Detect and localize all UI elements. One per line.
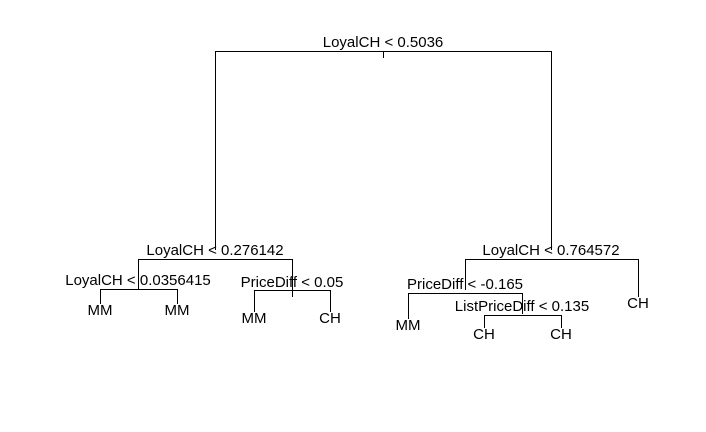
split-label-right: LoyalCH < 0.764572: [482, 242, 619, 259]
split-right-left-right: [484, 315, 562, 328]
leaf-label: CH: [627, 295, 649, 312]
split-left: [138, 259, 293, 297]
split-label-left: LoyalCH < 0.276142: [146, 242, 283, 259]
split-label-left-right: PriceDiff < 0.05: [241, 274, 344, 291]
leaf-label: MM: [396, 317, 421, 334]
split-left-left: [100, 289, 178, 304]
split-label-right-left: PriceDiff < -0.165: [407, 276, 523, 293]
leaf-label: MM: [88, 302, 113, 319]
split-left-right: [254, 290, 331, 312]
leaf-label: MM: [165, 302, 190, 319]
split-label-root: LoyalCH < 0.5036: [323, 34, 444, 51]
split-label-right-left-right: ListPriceDiff < 0.135: [455, 298, 589, 315]
leaf-label: CH: [550, 326, 572, 343]
leaf-label: MM: [242, 310, 267, 327]
split-label-left-left: LoyalCH < 0.0356415: [65, 272, 211, 289]
split-root: [215, 51, 552, 250]
leaf-label: CH: [319, 310, 341, 327]
leaf-label: CH: [473, 326, 495, 343]
split-right-left: [408, 293, 523, 319]
split-right: [465, 259, 639, 297]
